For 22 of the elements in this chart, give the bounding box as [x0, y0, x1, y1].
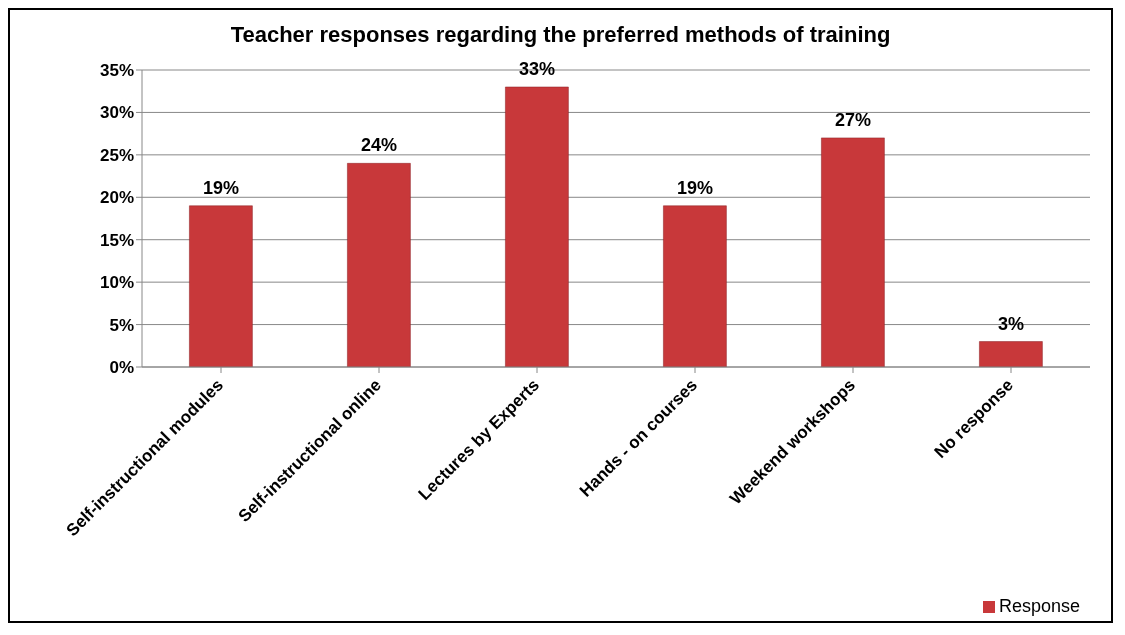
bar [505, 86, 569, 367]
bar [189, 205, 253, 367]
bar [821, 137, 885, 367]
y-tick-label: 15% [99, 230, 134, 250]
bar [663, 205, 727, 367]
text: 19% [202, 177, 239, 198]
text: 27% [834, 109, 871, 130]
y-tick-label: 5% [109, 315, 134, 335]
text: 3% [997, 313, 1024, 334]
y-tick-label: 20% [99, 188, 134, 208]
y-tick-label: 10% [99, 273, 134, 293]
chart-title: Teacher responses regarding the preferred methods of training [229, 21, 892, 49]
text: 33% [518, 58, 555, 79]
y-tick-label: 30% [99, 103, 134, 123]
y-tick-label: 35% [99, 61, 134, 81]
bar [347, 163, 411, 367]
y-tick-label: 0% [109, 358, 134, 378]
bar [979, 341, 1043, 367]
legend-label: Response [998, 596, 1080, 616]
y-tick-label: 25% [99, 145, 134, 165]
text: 19% [676, 177, 713, 198]
text: 24% [360, 135, 397, 156]
